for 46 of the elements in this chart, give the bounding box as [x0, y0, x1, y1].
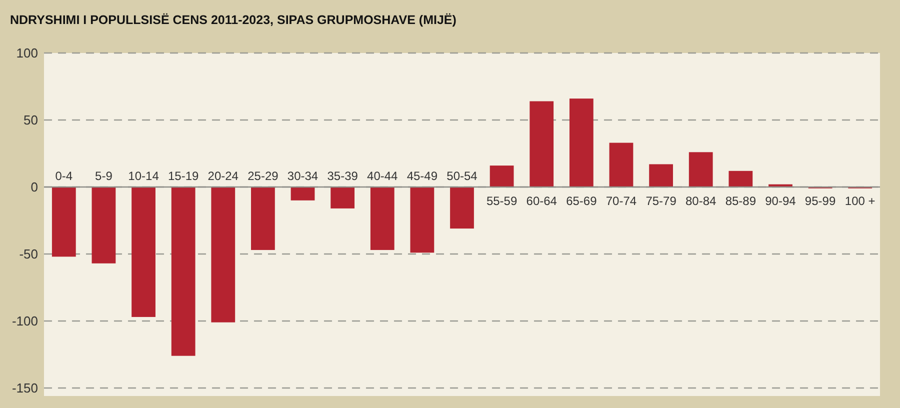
bar: [251, 187, 275, 250]
x-tick-label: 20-24: [208, 169, 239, 183]
bar: [52, 187, 76, 257]
x-tick-label: 15-19: [168, 169, 199, 183]
x-tick-label: 50-54: [446, 169, 478, 183]
x-tick-label: 95-99: [804, 194, 836, 208]
y-tick-label: 50: [24, 112, 38, 128]
x-tick-label: 80-84: [686, 194, 717, 208]
bar: [728, 170, 753, 187]
bar: [688, 152, 713, 187]
x-tick-label: 60-64: [526, 194, 558, 208]
bar: [410, 187, 434, 253]
bar: [370, 187, 394, 250]
x-tick-label: 65-69: [566, 194, 598, 208]
y-tick-label: 100: [16, 46, 38, 61]
x-tick-label: 5-9: [95, 169, 113, 183]
bar: [290, 187, 315, 200]
x-tick-label: 35-39: [327, 169, 358, 183]
bar: [211, 187, 236, 322]
bar: [171, 187, 196, 356]
x-tick-label: 25-29: [248, 169, 279, 183]
x-tick-label: 30-34: [287, 169, 318, 183]
chart-title: NDRYSHIMI I POPULLSISË CENS 2011-2023, SIPAS GRUPMOSHAVE (MIJË): [10, 13, 456, 27]
bar: [330, 187, 355, 208]
x-tick-label: 75-79: [646, 194, 677, 208]
bar: [132, 187, 156, 317]
bar: [450, 187, 474, 229]
x-tick-label: 10-14: [128, 169, 160, 183]
x-tick-label: 70-74: [606, 194, 637, 208]
x-tick-label: 100 +: [844, 194, 876, 208]
bar: [649, 164, 673, 187]
bar: [569, 98, 594, 187]
y-tick-label: -100: [12, 314, 38, 329]
x-tick-label: 90-94: [765, 194, 796, 208]
bar: [92, 187, 116, 264]
x-tick-label: 85-89: [725, 194, 756, 208]
x-tick-label: 0-4: [55, 169, 73, 183]
y-tick-label: -50: [19, 246, 38, 262]
y-tick-label: 0: [30, 180, 38, 195]
y-tick-label: -150: [12, 380, 38, 396]
bar: [490, 166, 514, 187]
bar: [530, 101, 554, 187]
x-tick-label: 55-59: [486, 194, 518, 208]
x-tick-label: 45-49: [406, 169, 438, 183]
bar: [609, 142, 634, 187]
x-tick-label: 40-44: [367, 169, 398, 183]
